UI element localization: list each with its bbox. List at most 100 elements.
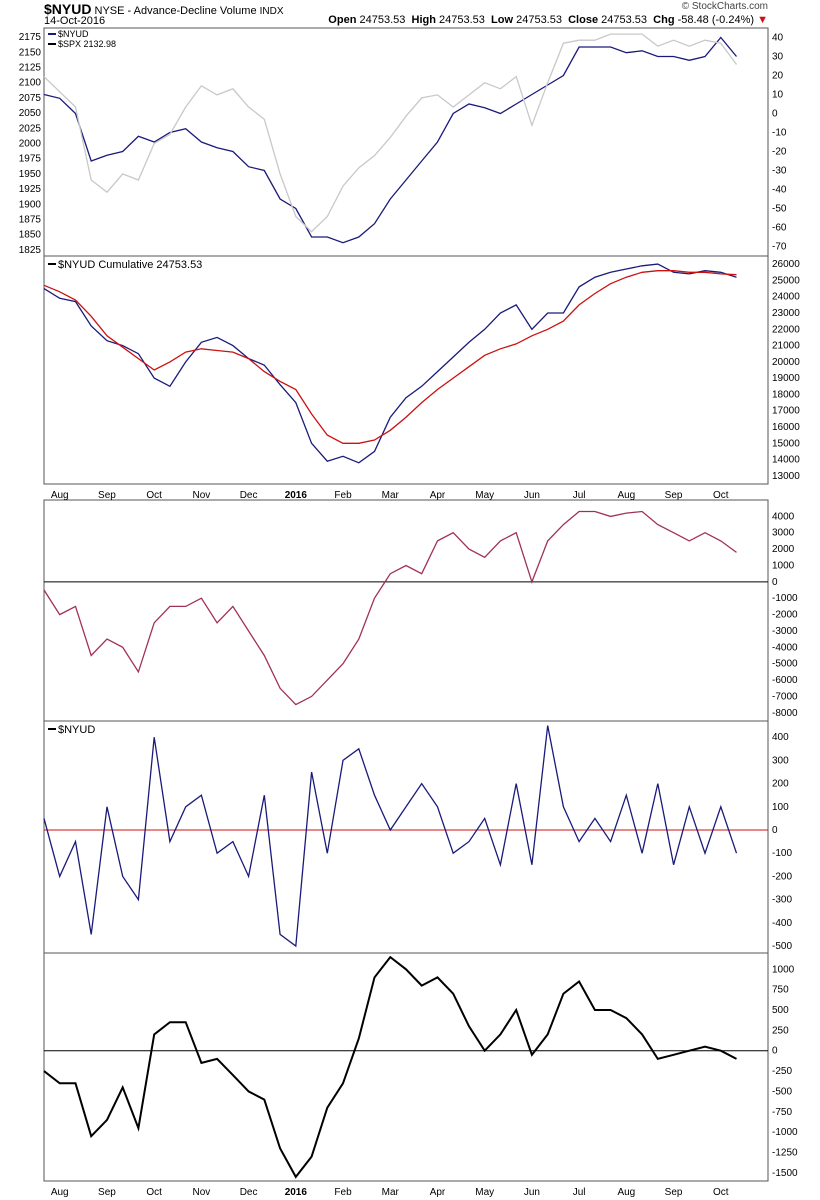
y-tick-label-right: 3000	[772, 528, 795, 539]
series-line--spx	[43, 33, 738, 233]
y-tick-label-left: 1875	[19, 215, 42, 226]
month-tick-label: Apr	[430, 1187, 446, 1198]
y-tick-label-left: 2050	[19, 108, 42, 119]
series-line--nyud	[43, 36, 738, 244]
close-value: 24753.53	[601, 14, 648, 26]
y-tick-label-right: -200	[772, 871, 792, 882]
y-tick-label-right: -1000	[772, 1127, 798, 1138]
month-tick-label: Dec	[240, 490, 258, 501]
month-tick-label: Jul	[573, 1187, 586, 1198]
y-tick-label-right: 19000	[772, 373, 800, 384]
month-tick-label: Dec	[240, 1187, 258, 1198]
y-tick-label-right: -100	[772, 848, 792, 859]
ohlc-readout: Open 24753.53 High 24753.53 Low 24753.53…	[328, 14, 768, 26]
month-tick-label: Sep	[665, 490, 683, 501]
y-tick-label-right: 23000	[772, 308, 800, 319]
month-tick-label: Sep	[98, 1187, 116, 1198]
security-name: NYSE - Advance-Decline Volume	[94, 5, 257, 17]
y-tick-label-right: -50	[772, 204, 787, 215]
month-tick-label: Mar	[382, 1187, 400, 1198]
series-line--nyud-cumulative	[43, 263, 737, 464]
y-tick-label-right: 15000	[772, 438, 800, 449]
y-tick-label-right: 2000	[772, 544, 795, 555]
panel-frame-3	[43, 499, 769, 722]
y-tick-label-right: 21000	[772, 341, 800, 352]
series-line-smoothed	[43, 955, 737, 1179]
month-tick-label: Feb	[334, 490, 352, 501]
month-tick-label: 2016	[285, 1187, 308, 1198]
y-tick-label-left: 2025	[19, 123, 42, 134]
y-tick-label-right: -10	[772, 128, 787, 139]
y-tick-label-left: 1850	[19, 230, 42, 241]
month-tick-label: Aug	[617, 490, 635, 501]
y-tick-label-right: -8000	[772, 708, 798, 719]
month-tick-label: Aug	[51, 1187, 69, 1198]
y-tick-label-right: 24000	[772, 292, 800, 303]
y-tick-label-right: -7000	[772, 691, 798, 702]
y-tick-label-right: 300	[772, 755, 789, 766]
y-tick-label-right: -2000	[772, 610, 798, 621]
month-tick-label: Sep	[98, 490, 116, 501]
panel-title: $NYUD	[58, 724, 95, 736]
month-tick-label: Jun	[524, 1187, 540, 1198]
panel-frame-2	[43, 255, 769, 485]
month-tick-label: May	[475, 490, 494, 501]
y-tick-label-left: 2075	[19, 93, 42, 104]
y-tick-label-left: 1900	[19, 199, 42, 210]
y-tick-label-right: -4000	[772, 642, 798, 653]
y-tick-label-right: -30	[772, 166, 787, 177]
y-tick-label-right: 20000	[772, 357, 800, 368]
brand-watermark: © StockCharts.com	[681, 1, 768, 12]
y-tick-label-right: 14000	[772, 455, 800, 466]
y-tick-label-right: 10	[772, 90, 784, 101]
month-tick-label: Aug	[51, 490, 69, 501]
chart-title: $NYUD NYSE - Advance-Decline Volume INDX	[44, 1, 284, 17]
y-tick-label-right: -250	[772, 1066, 792, 1077]
y-tick-label-right: 40	[772, 33, 784, 44]
month-tick-label: 2016	[285, 490, 308, 501]
month-tick-label: Oct	[713, 490, 729, 501]
y-tick-label-right: -1250	[772, 1148, 798, 1159]
y-tick-label-right: 4000	[772, 511, 795, 522]
change-value: -58.48 (-0.24%)	[677, 14, 755, 26]
month-tick-label: Oct	[713, 1187, 729, 1198]
y-tick-label-left: 2100	[19, 78, 42, 89]
y-tick-label-right: 30	[772, 52, 784, 63]
series-line-moving-average	[43, 270, 737, 444]
y-tick-label-right: -1000	[772, 593, 798, 604]
month-tick-label: Jul	[573, 490, 586, 501]
y-tick-label-right: 0	[772, 577, 778, 588]
symbol: $NYUD	[44, 1, 92, 17]
y-tick-label-right: -5000	[772, 659, 798, 670]
y-tick-label-right: -70	[772, 242, 787, 253]
y-tick-label-right: 0	[772, 109, 778, 120]
month-tick-label: Jun	[524, 490, 540, 501]
y-tick-label-left: 2000	[19, 139, 42, 150]
y-tick-label-left: 1925	[19, 184, 42, 195]
series-line--nyud	[43, 725, 738, 948]
panel-title: $NYUD Cumulative 24753.53	[58, 259, 202, 271]
y-tick-label-left: 2175	[19, 32, 42, 43]
y-tick-label-right: 20	[772, 71, 784, 82]
chart-date: 14-Oct-2016	[44, 15, 106, 27]
exchange: INDX	[259, 6, 284, 17]
y-tick-label-right: 200	[772, 779, 789, 790]
month-tick-label: Sep	[665, 1187, 683, 1198]
legend-entry: $SPX 2132.98	[58, 39, 116, 49]
y-tick-label-left: 1975	[19, 154, 42, 165]
y-tick-label-right: -6000	[772, 675, 798, 686]
y-tick-label-left: 1950	[19, 169, 42, 180]
y-tick-label-right: -500	[772, 941, 792, 952]
series-line-oscillator	[43, 510, 737, 706]
y-tick-label-right: 500	[772, 1005, 789, 1016]
month-tick-label: Aug	[617, 1187, 635, 1198]
y-tick-label-left: 2150	[19, 47, 42, 58]
month-tick-label: Apr	[430, 490, 446, 501]
y-tick-label-right: 400	[772, 732, 789, 743]
y-tick-label-right: -20	[772, 147, 787, 158]
month-tick-label: Nov	[192, 490, 210, 501]
down-arrow-icon: ▼	[757, 14, 768, 26]
low-value: 24753.53	[516, 14, 562, 26]
legend-entry: $NYUD	[58, 29, 89, 39]
